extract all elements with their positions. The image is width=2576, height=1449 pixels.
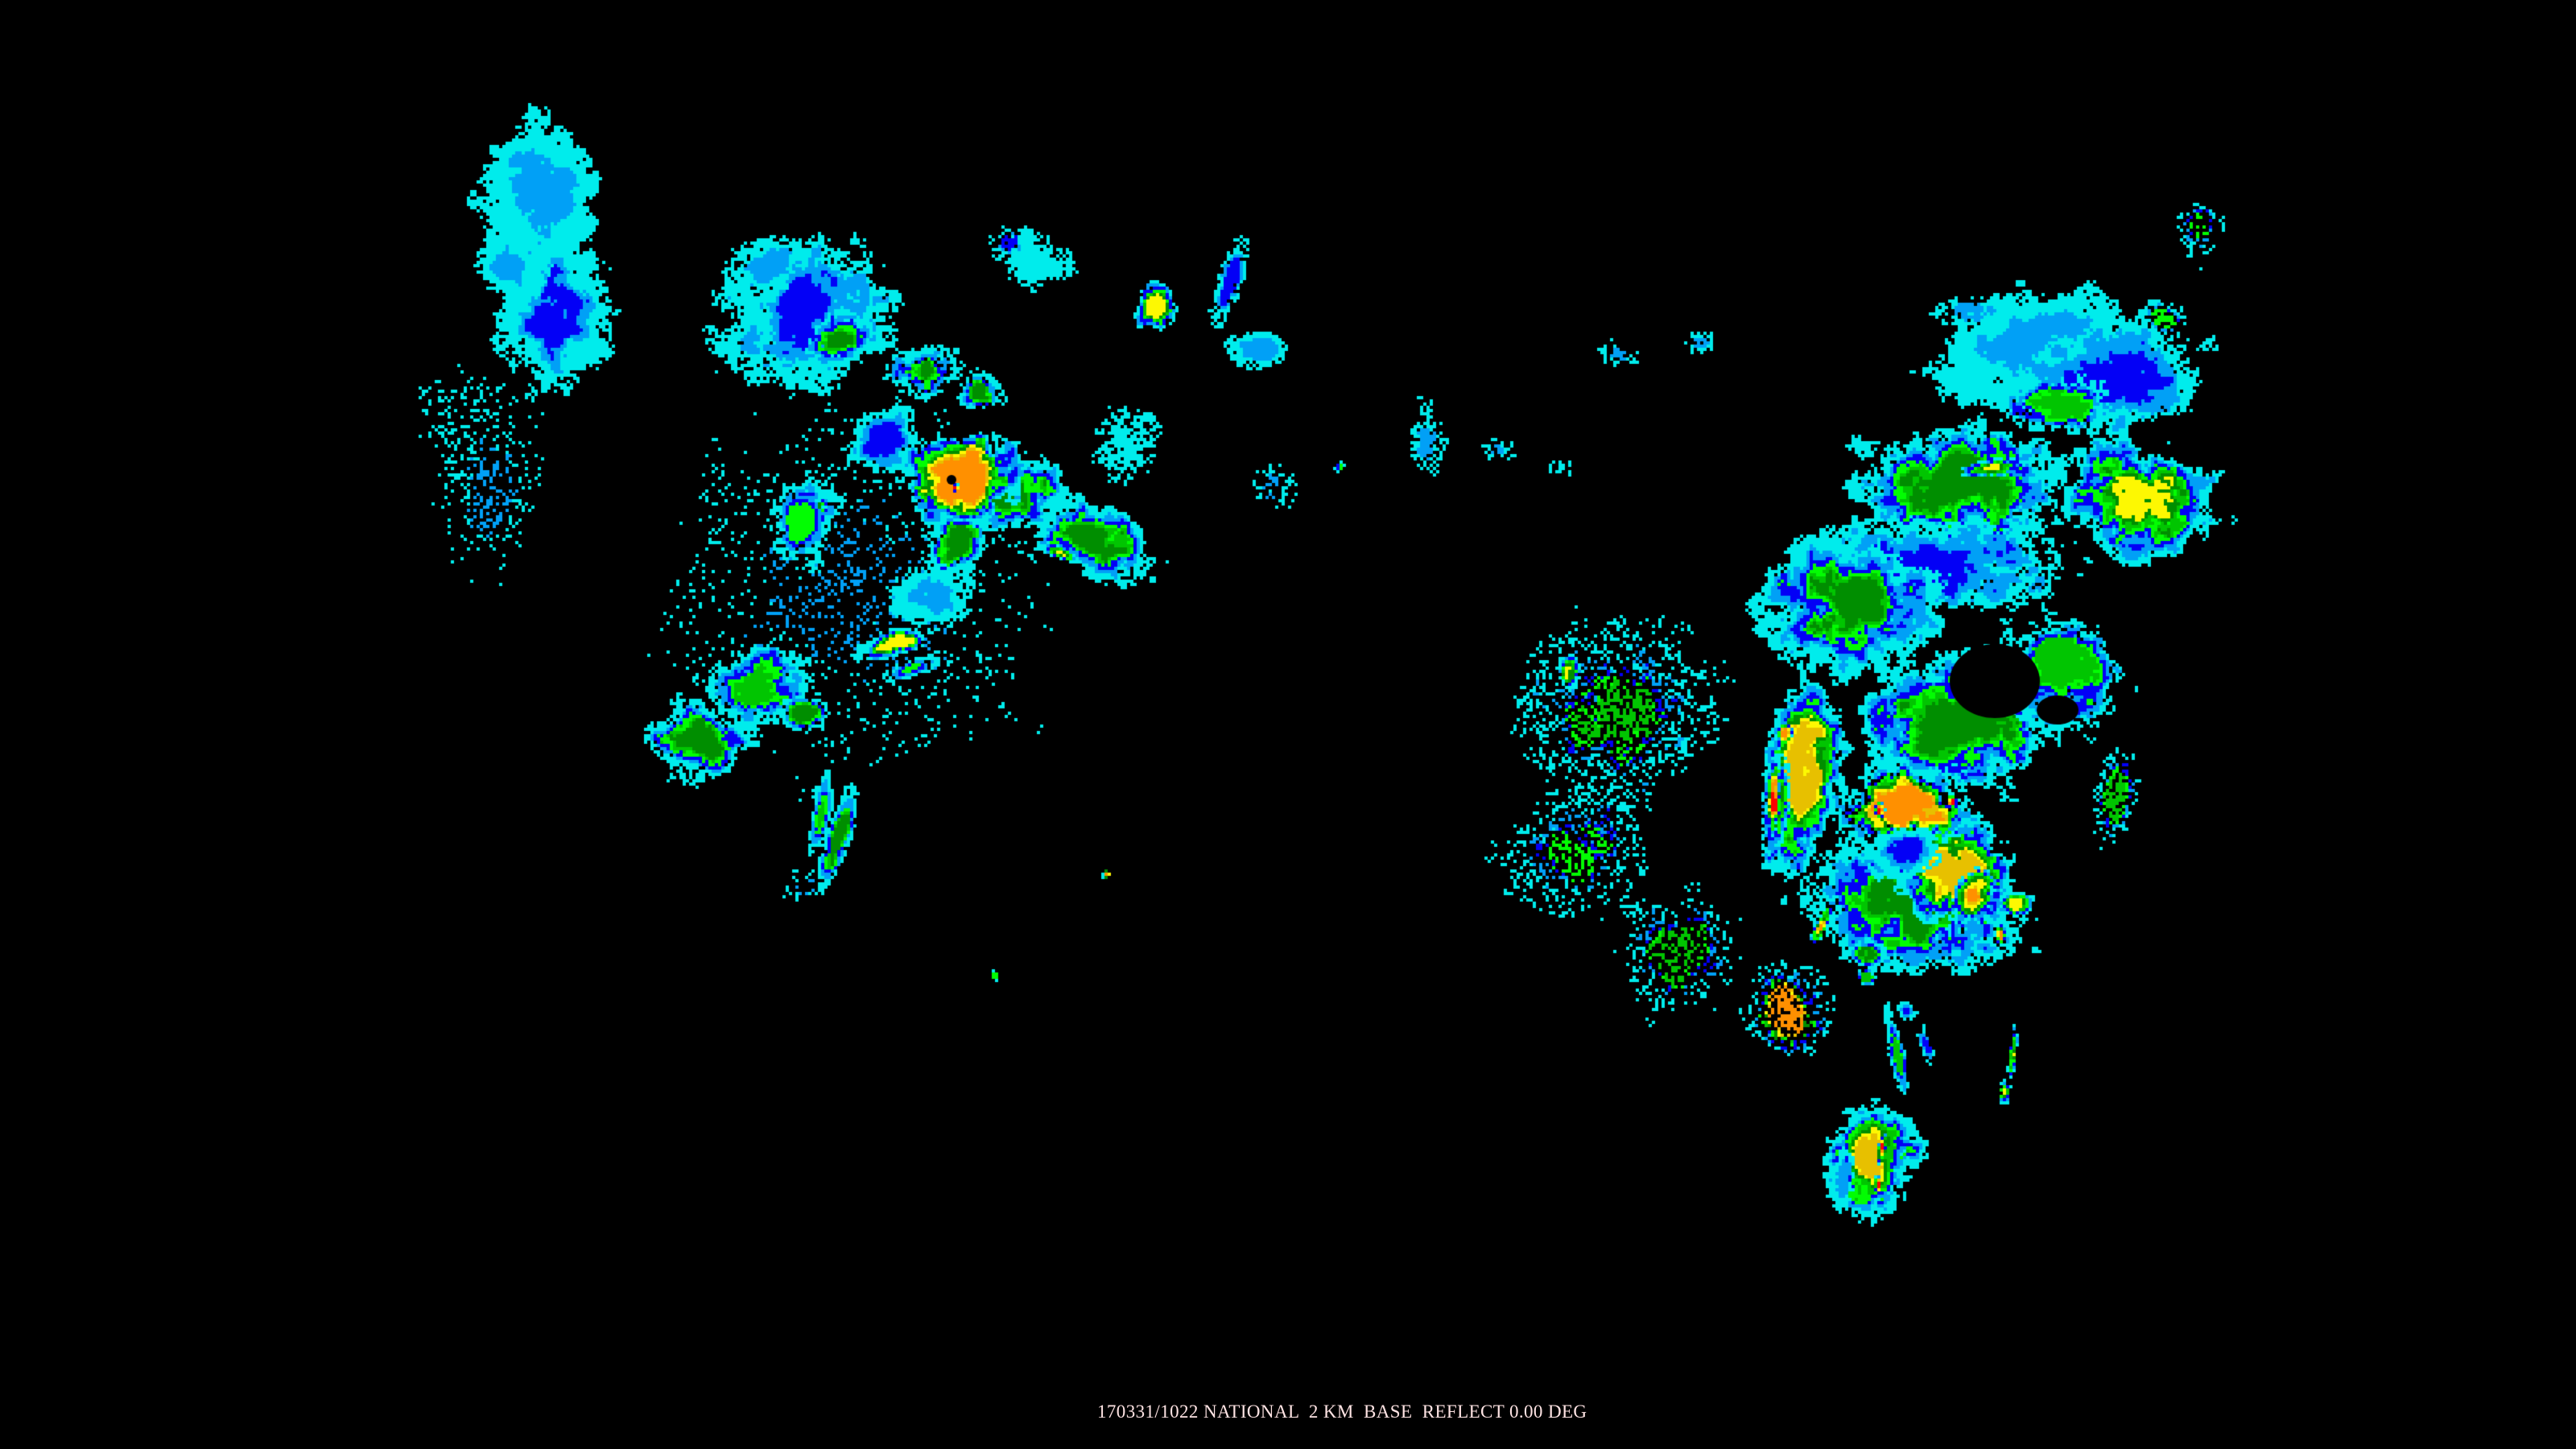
product-caption: 170331/1022 NATIONAL 2 KM BASE REFLECT 0… [1097, 1402, 1587, 1422]
